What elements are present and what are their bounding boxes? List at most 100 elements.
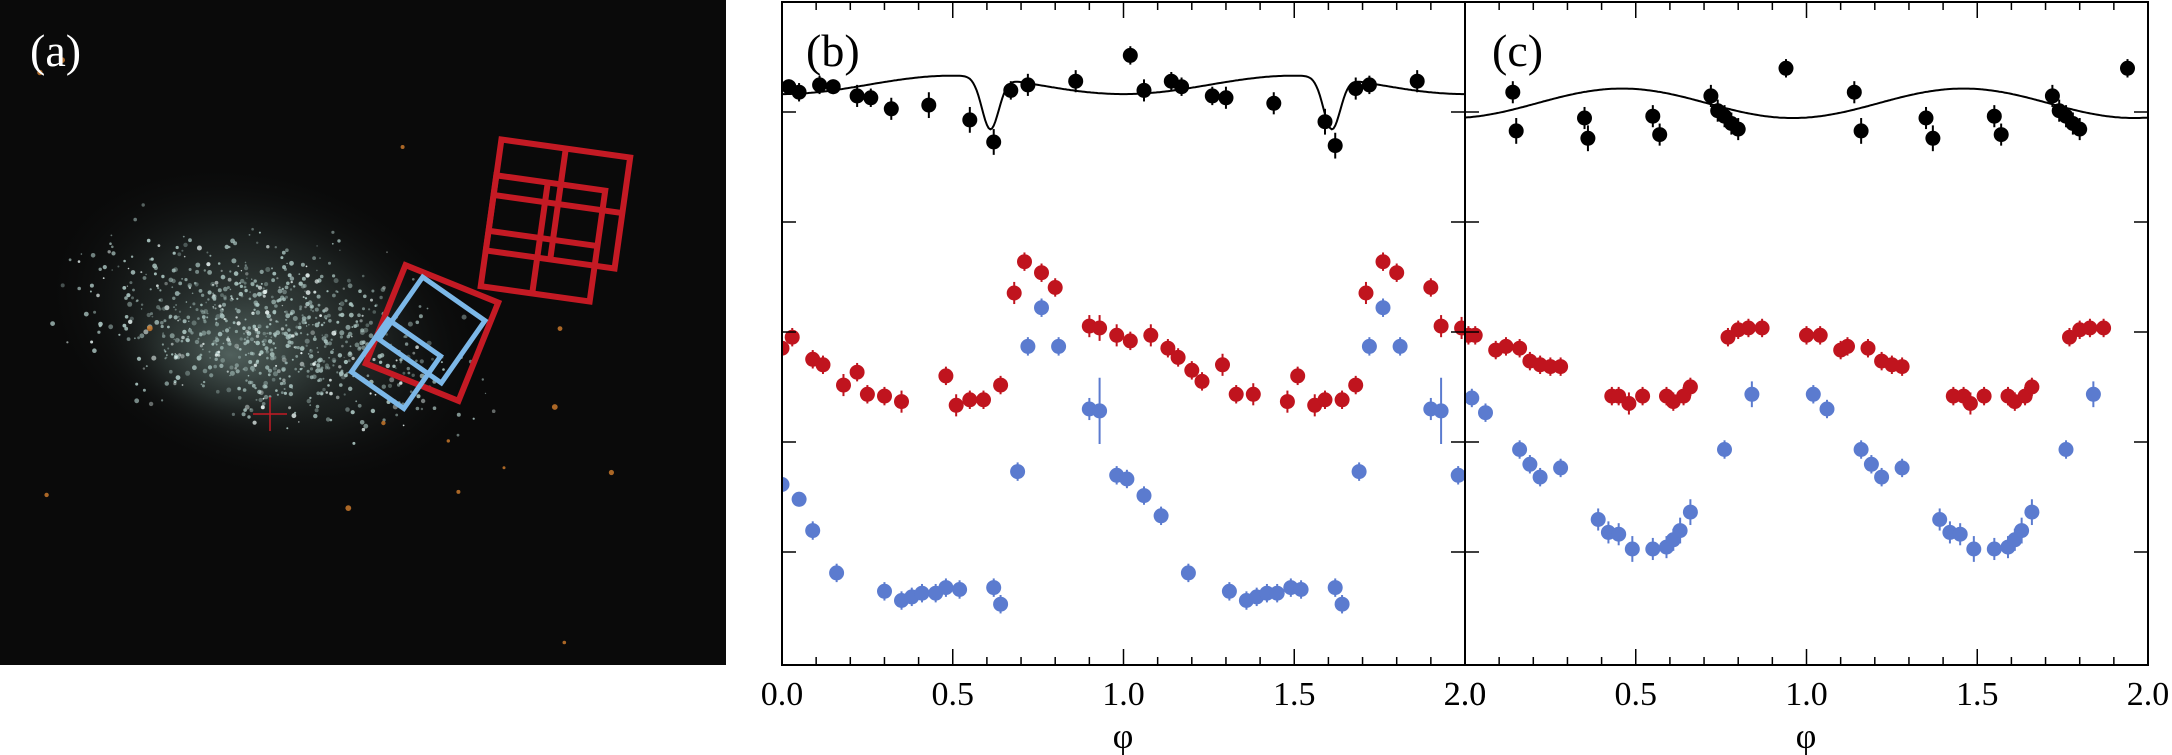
galaxy-star [172,251,176,255]
galaxy-star [208,350,211,353]
galaxy-star [309,367,314,371]
galaxy-star [252,324,257,329]
galaxy-star [300,352,303,355]
galaxy-star [381,384,386,389]
red-data-point [1433,318,1449,334]
galaxy-star [317,351,319,354]
blue-series [782,298,1465,614]
galaxy-star [280,391,284,394]
x-tick-label: 1.0 [1102,676,1145,713]
galaxy-star [323,345,327,348]
red-data-point [1215,357,1230,373]
galaxy-star [217,288,222,293]
galaxy-star [300,283,306,289]
galaxy-star [248,234,251,236]
galaxy-star [269,318,273,322]
galaxy-star [285,313,291,319]
galaxy-star [130,255,134,258]
galaxy-star [355,400,358,403]
galaxy-star [211,342,215,346]
galaxy-star [193,281,197,285]
galaxy-star [320,366,324,370]
galaxy-star [281,357,287,363]
black-data-point [812,77,828,93]
blue-data-point [805,523,821,539]
red-data-point [1945,388,1961,404]
black-data-point [1020,77,1036,93]
galaxy-star [344,299,348,303]
galaxy-star [333,278,339,284]
galaxy-star [269,352,275,357]
galaxy-star [200,303,203,307]
galaxy-star [461,314,467,320]
galaxy-star [259,350,264,355]
galaxy-star [371,289,375,293]
galaxy-star [431,357,434,361]
galaxy-star [201,315,206,319]
galaxy-star [442,368,445,371]
galaxy-star [153,265,158,271]
galaxy-star [90,340,94,344]
galaxy-star [270,356,275,361]
galaxy-star [227,336,230,339]
galaxy-star [281,355,286,360]
galaxy-star [365,323,370,328]
blue-data-point [1450,467,1465,483]
galaxy-star [215,321,218,324]
galaxy-star [406,366,410,371]
panel-b: 0.0 0.5 1.0 1.5 2.0 (b) φ [761,1,1486,755]
red-data-point [782,340,790,356]
galaxy-star [126,337,131,341]
galaxy-star [318,377,323,382]
galaxy-star [229,340,231,342]
galaxy-star [262,397,265,400]
galaxy-star [275,330,281,336]
galaxy-star [297,370,300,373]
red-data-point [1682,379,1698,395]
galaxy-star [305,344,308,347]
galaxy-star [331,357,337,363]
galaxy-star [150,312,153,316]
black-data-point [1327,138,1343,154]
galaxy-star [214,280,219,285]
galaxy-star [178,318,181,321]
galaxy-star [251,227,254,231]
galaxy-star [90,253,96,258]
blue-box-2 [347,315,445,413]
galaxy-star [310,309,312,311]
galaxy-star [186,315,191,320]
galaxy-star [188,328,192,333]
blue-data-point [1119,471,1135,487]
galaxy-star [331,330,337,336]
red-data-point [1034,265,1049,281]
red-data-point [1621,396,1637,411]
galaxy-star [274,335,277,338]
galaxy-star [315,404,320,409]
galaxy-star [250,281,255,286]
galaxy-star [229,374,231,377]
galaxy-star [92,348,97,354]
galaxy-star [211,295,215,299]
galaxy-star [338,303,341,305]
panel-b-ticks: 0.0 0.5 1.0 1.5 2.0 [761,2,1486,713]
galaxy-star [389,377,395,383]
galaxy-star [325,310,328,313]
galaxy-star [145,273,147,276]
galaxy-star [111,269,113,271]
galaxy-star [235,369,240,374]
galaxy-star [203,309,209,314]
galaxy-star [228,326,231,329]
galaxy-star [126,293,131,298]
galaxy-star [240,278,245,284]
galaxy-star [363,294,367,299]
black-data-point [1464,55,1465,63]
galaxy-star [98,267,102,271]
galaxy-star [336,371,339,374]
galaxy-star [244,264,247,267]
galaxy-star [233,241,238,246]
galaxy-star [219,308,224,313]
galaxy-star [191,292,194,295]
galaxy-star [332,348,334,351]
galaxy-star [419,359,424,364]
galaxy-star [190,331,194,335]
